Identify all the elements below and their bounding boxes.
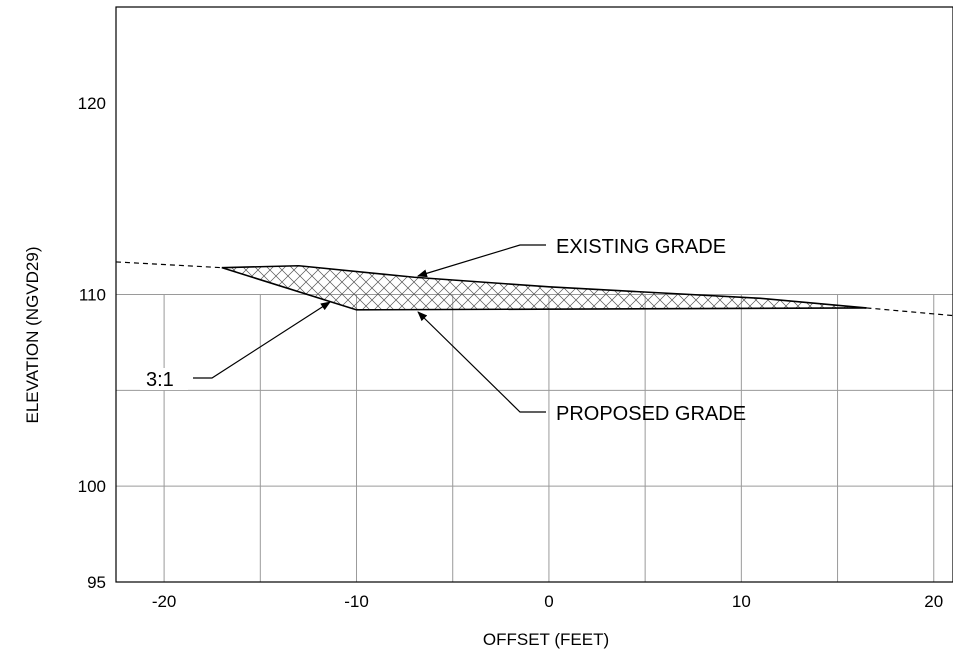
plot-frame [115, 6, 953, 583]
existing-grade-line [221, 264, 867, 309]
existing-grade-callout: EXISTING GRADE [417, 236, 726, 278]
tick-labels: -20 -10 0 10 20 95 100 110 120 [78, 94, 944, 611]
x-tick-label: 20 [924, 592, 943, 611]
existing-grade-leader [417, 244, 546, 278]
y-tick-label: 95 [87, 573, 106, 592]
y-tick-label: 120 [78, 94, 106, 113]
existing-grade-line-dashed-right [866, 307, 953, 317]
slope-label: 3:1 [146, 369, 174, 391]
slope-callout: 3:1 [140, 301, 331, 391]
grid-lines [116, 294, 953, 582]
proposed-grade-callout: PROPOSED GRADE [417, 311, 746, 425]
fill-area [221, 265, 867, 310]
grade-lines [115, 261, 953, 317]
x-axis-label: OFFSET (FEET) [483, 630, 609, 649]
y-tick-label: 100 [78, 477, 106, 496]
proposed-grade-label: PROPOSED GRADE [556, 403, 746, 425]
cut-fill-hatch [221, 265, 867, 310]
proposed-grade-leader [417, 311, 546, 413]
existing-grade-line-dashed-left [115, 261, 222, 269]
x-tick-label: -10 [344, 592, 369, 611]
y-tick-label: 110 [79, 286, 106, 305]
x-tick-label: 0 [544, 592, 553, 611]
slope-label-background [140, 368, 188, 390]
x-tick-label: -20 [152, 592, 177, 611]
y-axis-label: ELEVATION (NGVD29) [23, 247, 42, 424]
x-tick-label: 10 [732, 592, 751, 611]
proposed-grade-line [221, 266, 867, 311]
existing-grade-label: EXISTING GRADE [556, 236, 726, 258]
slope-leader [193, 301, 331, 379]
